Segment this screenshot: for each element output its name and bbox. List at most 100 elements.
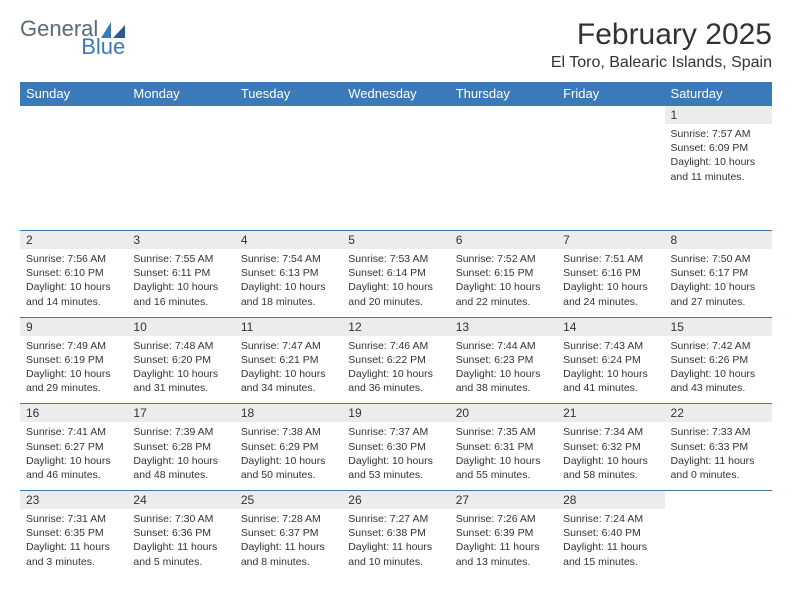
day-number: 28 xyxy=(557,491,664,509)
daylight-text-2: and 48 minutes. xyxy=(133,468,228,482)
day-header: Wednesday xyxy=(342,82,449,106)
week-row: 23Sunrise: 7:31 AMSunset: 6:35 PMDayligh… xyxy=(20,491,772,615)
daylight-text-1: Daylight: 10 hours xyxy=(563,367,658,381)
sunrise-text: Sunrise: 7:57 AM xyxy=(671,127,766,141)
day-body: Sunrise: 7:50 AMSunset: 6:17 PMDaylight:… xyxy=(665,249,772,317)
sunset-text: Sunset: 6:09 PM xyxy=(671,141,766,155)
daylight-text-1: Daylight: 10 hours xyxy=(563,280,658,294)
daylight-text-1: Daylight: 10 hours xyxy=(133,454,228,468)
day-number: 17 xyxy=(127,404,234,422)
sunset-text: Sunset: 6:26 PM xyxy=(671,353,766,367)
day-body: Sunrise: 7:39 AMSunset: 6:28 PMDaylight:… xyxy=(127,422,234,490)
sunset-text: Sunset: 6:19 PM xyxy=(26,353,121,367)
daylight-text-2: and 18 minutes. xyxy=(241,295,336,309)
sunset-text: Sunset: 6:22 PM xyxy=(348,353,443,367)
day-body: Sunrise: 7:35 AMSunset: 6:31 PMDaylight:… xyxy=(450,422,557,490)
daylight-text-1: Daylight: 10 hours xyxy=(671,367,766,381)
day-body: Sunrise: 7:44 AMSunset: 6:23 PMDaylight:… xyxy=(450,336,557,404)
day-body xyxy=(557,168,664,230)
daylight-text-1: Daylight: 10 hours xyxy=(671,280,766,294)
day-body: Sunrise: 7:26 AMSunset: 6:39 PMDaylight:… xyxy=(450,509,557,577)
day-number xyxy=(342,106,449,168)
sunset-text: Sunset: 6:29 PM xyxy=(241,440,336,454)
day-cell: 28Sunrise: 7:24 AMSunset: 6:40 PMDayligh… xyxy=(557,491,664,615)
calendar-table: SundayMondayTuesdayWednesdayThursdayFrid… xyxy=(20,82,772,615)
sunrise-text: Sunrise: 7:28 AM xyxy=(241,512,336,526)
sunset-text: Sunset: 6:33 PM xyxy=(671,440,766,454)
day-body xyxy=(127,168,234,230)
daylight-text-2: and 27 minutes. xyxy=(671,295,766,309)
day-number: 16 xyxy=(20,404,127,422)
day-cell: 5 Sunrise: 7:53 AMSunset: 6:14 PMDaylight… xyxy=(342,231,449,318)
week-row: 1Sunrise: 7:57 AMSunset: 6:09 PMDaylight… xyxy=(20,106,772,231)
daylight-text-2: and 22 minutes. xyxy=(456,295,551,309)
day-body: Sunrise: 7:46 AMSunset: 6:22 PMDaylight:… xyxy=(342,336,449,404)
daylight-text-2: and 50 minutes. xyxy=(241,468,336,482)
week-row: 2Sunrise: 7:56 AMSunset: 6:10 PMDaylight… xyxy=(20,231,772,318)
daylight-text-2: and 15 minutes. xyxy=(563,555,658,569)
day-body: Sunrise: 7:52 AMSunset: 6:15 PMDaylight:… xyxy=(450,249,557,317)
header: GeneralBlue February 2025 El Toro, Balea… xyxy=(20,18,772,72)
day-number: 11 xyxy=(235,318,342,336)
sunset-text: Sunset: 6:38 PM xyxy=(348,526,443,540)
day-cell: 4Sunrise: 7:54 AMSunset: 6:13 PMDaylight… xyxy=(235,231,342,318)
sunrise-text: Sunrise: 7:53 AM xyxy=(348,252,443,266)
day-body: Sunrise: 7:31 AMSunset: 6:35 PMDaylight:… xyxy=(20,509,127,577)
day-cell: 18Sunrise: 7:38 AMSunset: 6:29 PMDayligh… xyxy=(235,404,342,491)
day-number xyxy=(127,106,234,168)
day-body: Sunrise: 7:27 AMSunset: 6:38 PMDaylight:… xyxy=(342,509,449,577)
day-body xyxy=(665,553,772,615)
day-body: Sunrise: 7:28 AMSunset: 6:37 PMDaylight:… xyxy=(235,509,342,577)
logo-text-blue: Blue xyxy=(81,36,125,58)
daylight-text-1: Daylight: 10 hours xyxy=(348,454,443,468)
day-number xyxy=(450,106,557,168)
daylight-text-1: Daylight: 10 hours xyxy=(241,280,336,294)
daylight-text-1: Daylight: 10 hours xyxy=(26,454,121,468)
day-header: Sunday xyxy=(20,82,127,106)
daylight-text-2: and 5 minutes. xyxy=(133,555,228,569)
day-number: 9 xyxy=(20,318,127,336)
day-cell: 27Sunrise: 7:26 AMSunset: 6:39 PMDayligh… xyxy=(450,491,557,615)
daylight-text-1: Daylight: 10 hours xyxy=(456,367,551,381)
sunset-text: Sunset: 6:14 PM xyxy=(348,266,443,280)
day-number: 10 xyxy=(127,318,234,336)
day-number: 6 xyxy=(450,231,557,249)
daylight-text-1: Daylight: 10 hours xyxy=(133,280,228,294)
daylight-text-1: Daylight: 10 hours xyxy=(456,280,551,294)
day-header: Friday xyxy=(557,82,664,106)
day-body: Sunrise: 7:55 AMSunset: 6:11 PMDaylight:… xyxy=(127,249,234,317)
day-body: Sunrise: 7:41 AMSunset: 6:27 PMDaylight:… xyxy=(20,422,127,490)
day-cell xyxy=(450,106,557,231)
day-body: Sunrise: 7:49 AMSunset: 6:19 PMDaylight:… xyxy=(20,336,127,404)
day-body: Sunrise: 7:54 AMSunset: 6:13 PMDaylight:… xyxy=(235,249,342,317)
daylight-text-1: Daylight: 11 hours xyxy=(133,540,228,554)
daylight-text-1: Daylight: 10 hours xyxy=(348,280,443,294)
sunrise-text: Sunrise: 7:52 AM xyxy=(456,252,551,266)
day-cell: 20Sunrise: 7:35 AMSunset: 6:31 PMDayligh… xyxy=(450,404,557,491)
daylight-text-1: Daylight: 10 hours xyxy=(671,155,766,169)
day-body: Sunrise: 7:34 AMSunset: 6:32 PMDaylight:… xyxy=(557,422,664,490)
sunset-text: Sunset: 6:40 PM xyxy=(563,526,658,540)
sunrise-text: Sunrise: 7:49 AM xyxy=(26,339,121,353)
day-cell: 9Sunrise: 7:49 AMSunset: 6:19 PMDaylight… xyxy=(20,317,127,404)
day-cell: 22Sunrise: 7:33 AMSunset: 6:33 PMDayligh… xyxy=(665,404,772,491)
daylight-text-2: and 34 minutes. xyxy=(241,381,336,395)
day-cell: 10Sunrise: 7:48 AMSunset: 6:20 PMDayligh… xyxy=(127,317,234,404)
day-cell xyxy=(665,491,772,615)
day-body: Sunrise: 7:24 AMSunset: 6:40 PMDaylight:… xyxy=(557,509,664,577)
day-body xyxy=(235,168,342,230)
day-number: 25 xyxy=(235,491,342,509)
daylight-text-2: and 3 minutes. xyxy=(26,555,121,569)
day-cell: 21Sunrise: 7:34 AMSunset: 6:32 PMDayligh… xyxy=(557,404,664,491)
day-cell: 6Sunrise: 7:52 AMSunset: 6:15 PMDaylight… xyxy=(450,231,557,318)
day-number: 5 xyxy=(342,231,449,249)
sunset-text: Sunset: 6:23 PM xyxy=(456,353,551,367)
sunset-text: Sunset: 6:28 PM xyxy=(133,440,228,454)
daylight-text-2: and 0 minutes. xyxy=(671,468,766,482)
sunset-text: Sunset: 6:11 PM xyxy=(133,266,228,280)
sunrise-text: Sunrise: 7:55 AM xyxy=(133,252,228,266)
sunset-text: Sunset: 6:21 PM xyxy=(241,353,336,367)
day-body: Sunrise: 7:38 AMSunset: 6:29 PMDaylight:… xyxy=(235,422,342,490)
day-cell xyxy=(235,106,342,231)
day-number: 23 xyxy=(20,491,127,509)
